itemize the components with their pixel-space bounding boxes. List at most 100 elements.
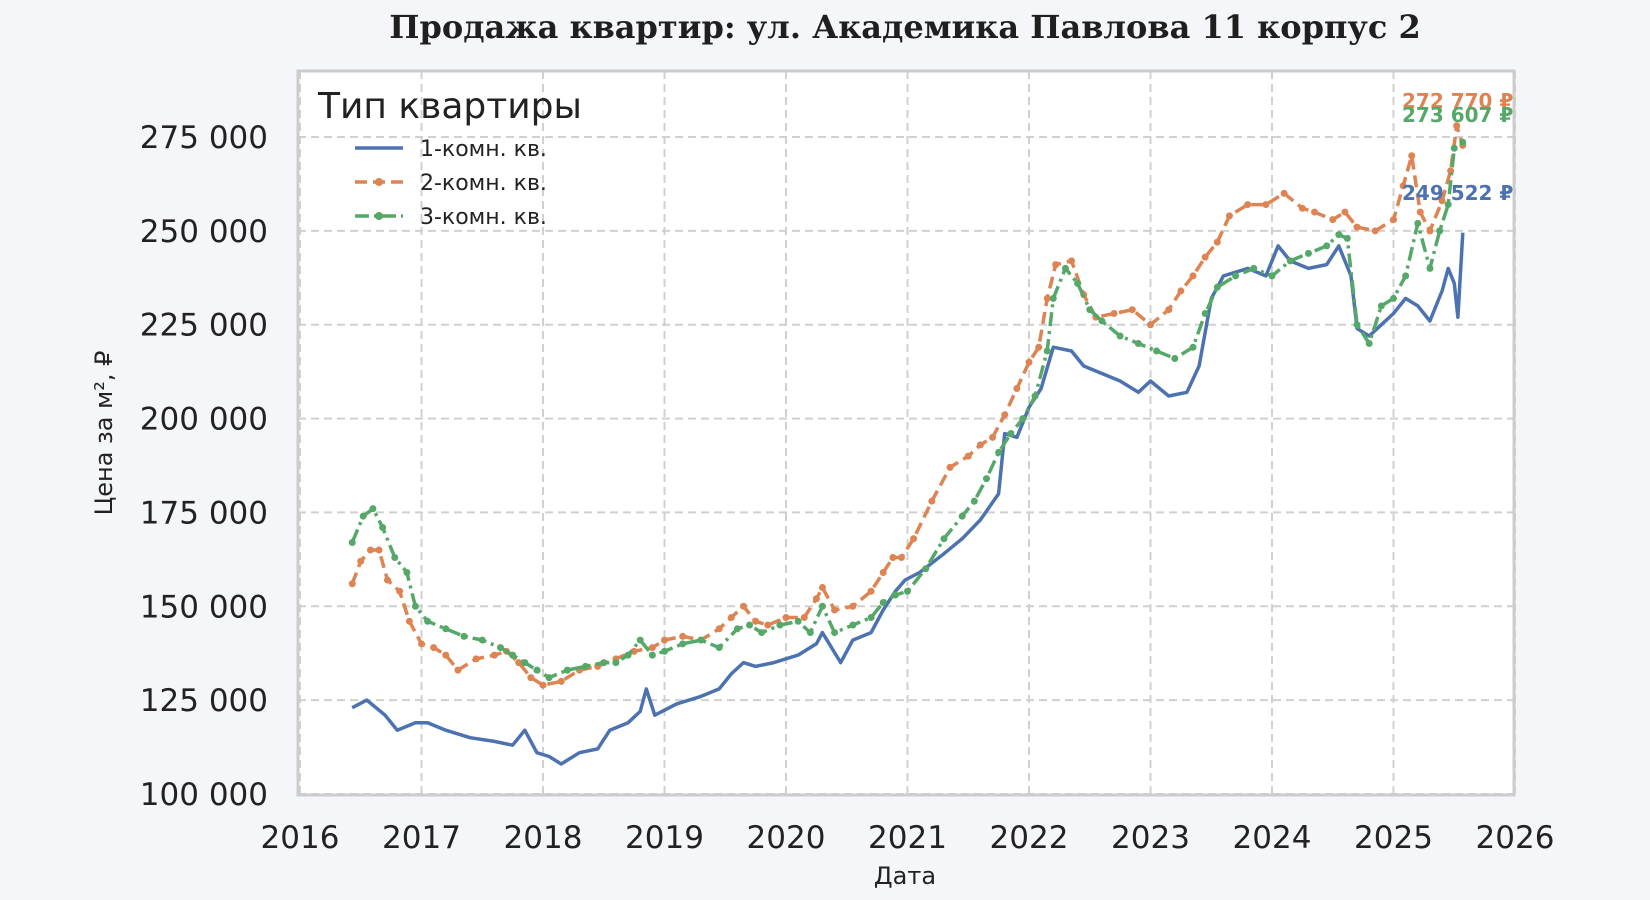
- data-point: [1390, 294, 1397, 302]
- data-point: [403, 568, 411, 576]
- data-point: [758, 629, 766, 637]
- data-point: [661, 636, 668, 644]
- data-point: [1426, 227, 1434, 235]
- data-point: [1268, 272, 1276, 280]
- legend-item: 3-комн. кв.: [355, 205, 547, 230]
- data-point: [1438, 197, 1446, 205]
- data-point: [782, 614, 790, 622]
- data-point: [1013, 385, 1021, 393]
- series-line: [350, 123, 1465, 687]
- data-point: [818, 584, 826, 592]
- data-point: [527, 674, 535, 682]
- x-tick-label: 2021: [868, 820, 947, 856]
- data-point: [612, 659, 620, 667]
- data-point: [509, 651, 517, 659]
- data-point: [1165, 306, 1173, 314]
- data-point: [1286, 257, 1294, 265]
- data-point: [1052, 261, 1060, 269]
- x-tick-label: 2019: [625, 820, 704, 856]
- data-point: [1213, 238, 1221, 246]
- data-point: [582, 662, 590, 670]
- data-point: [366, 546, 374, 554]
- series-3: [348, 138, 1467, 682]
- data-point: [849, 621, 857, 629]
- data-point: [636, 636, 644, 644]
- data-point: [1086, 306, 1094, 314]
- data-point: [982, 475, 990, 483]
- data-point: [383, 576, 391, 584]
- data-point: [1049, 294, 1057, 302]
- data-point: [1414, 219, 1422, 227]
- end-labels: 249 522 ₽ 272 770 ₽273 607 ₽: [1402, 89, 1513, 205]
- data-point: [496, 644, 504, 652]
- data-point: [1110, 309, 1118, 317]
- data-point: [794, 617, 802, 625]
- data-point: [1201, 309, 1209, 317]
- data-point: [1377, 302, 1385, 310]
- data-point: [1459, 138, 1467, 146]
- data-point: [1298, 204, 1306, 212]
- data-point: [375, 546, 383, 554]
- data-point: [715, 644, 723, 652]
- data-point: [563, 666, 571, 674]
- legend-marker: [375, 178, 383, 186]
- data-point: [831, 629, 839, 637]
- data-point: [430, 644, 438, 652]
- legend-marker: [375, 212, 383, 220]
- data-point: [1213, 283, 1221, 291]
- data-point: [600, 659, 608, 667]
- data-point: [1365, 339, 1373, 347]
- data-point: [922, 565, 930, 573]
- data-point: [1232, 272, 1240, 280]
- data-point: [1025, 358, 1033, 366]
- data-point: [369, 505, 377, 513]
- data-point: [1043, 294, 1051, 302]
- legend-items: 1-комн. кв. 2-комн. кв. 3-комн. кв.: [355, 137, 547, 230]
- data-point: [539, 681, 547, 689]
- data-point: [1225, 212, 1233, 220]
- x-axis-ticks: 2016 2017 2018 2019 2020 2021 2022 2023 2024 2025…: [261, 820, 1555, 856]
- data-point: [411, 602, 419, 610]
- data-point: [1426, 264, 1434, 272]
- data-point: [739, 602, 747, 610]
- data-point: [1147, 321, 1154, 329]
- data-point: [891, 591, 899, 599]
- legend: Тип квартиры 1-комн. кв. 2-комн. кв. 3-ком…: [317, 86, 582, 230]
- data-point: [515, 659, 523, 667]
- data-point: [1043, 347, 1051, 355]
- series-line: [351, 232, 1465, 766]
- data-point: [1399, 182, 1407, 190]
- x-tick-label: 2018: [504, 820, 583, 856]
- data-point: [630, 647, 638, 655]
- data-point: [624, 651, 632, 659]
- y-tick-label: 175 000: [140, 495, 268, 531]
- end-value-label: 249 522 ₽: [1402, 181, 1513, 205]
- data-point: [1019, 415, 1027, 423]
- data-point: [1311, 208, 1319, 216]
- data-point: [1244, 201, 1252, 209]
- data-point: [521, 659, 529, 667]
- data-point: [752, 617, 760, 625]
- data-point: [1304, 249, 1312, 257]
- data-point: [545, 674, 553, 682]
- data-point: [1116, 332, 1124, 340]
- data-point: [1416, 208, 1424, 216]
- data-point: [418, 640, 425, 648]
- y-tick-label: 100 000: [140, 777, 268, 813]
- data-point: [348, 538, 356, 546]
- legend-label: 2-комн. кв.: [420, 171, 547, 196]
- data-point: [867, 614, 875, 622]
- series-layer: [348, 122, 1467, 766]
- data-point: [1262, 201, 1270, 209]
- data-point: [1128, 306, 1136, 314]
- data-point: [764, 621, 772, 629]
- y-tick-label: 275 000: [140, 120, 268, 156]
- data-point: [1074, 279, 1082, 287]
- data-point: [379, 523, 387, 531]
- data-point: [727, 614, 735, 622]
- data-point: [1035, 343, 1043, 351]
- y-axis-label: Цена за м², ₽: [90, 351, 118, 516]
- data-point: [1353, 321, 1361, 329]
- data-point: [879, 568, 887, 576]
